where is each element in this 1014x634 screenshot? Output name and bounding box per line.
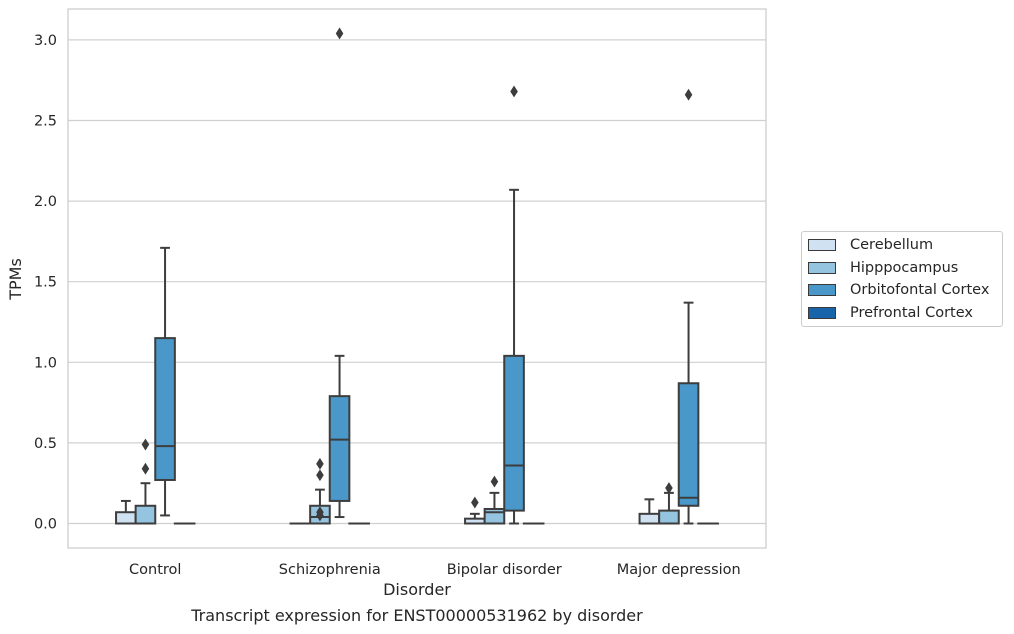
x-tick-label: Schizophrenia (279, 562, 381, 578)
legend-item-orbitofrontal-cortex: Orbitofontal Cortex (808, 281, 989, 299)
box-iqr (328, 395, 351, 502)
y-tick-label: 0.5 (34, 436, 57, 452)
box-iqr (638, 512, 661, 525)
legend-swatch (808, 284, 836, 296)
box-iqr (154, 337, 176, 481)
y-axis-ticks: 0.0 0.5 1.0 1.5 2.0 2.5 3.0 (34, 33, 57, 533)
grid-lines (68, 39, 766, 525)
box (464, 496, 486, 525)
y-tick-label: 1.0 (34, 355, 57, 371)
y-tick-label: 2.0 (34, 194, 57, 210)
legend: Cerebellum Hipppocampus Orbitofontal Cor… (801, 231, 1003, 327)
outlier-point (510, 85, 518, 98)
outlier-point (665, 482, 673, 494)
box (483, 475, 506, 525)
plot-frame (67, 8, 767, 549)
legend-item-prefrontal-cortex: Prefrontal Cortex (808, 304, 973, 322)
outlier-point (316, 506, 324, 519)
outlier-point (335, 27, 344, 40)
box-iqr (115, 511, 137, 525)
outlier-point (316, 469, 324, 482)
box (328, 27, 351, 519)
legend-swatch (808, 239, 836, 251)
box-series (115, 27, 719, 525)
outlier-point (471, 496, 479, 509)
box (309, 457, 331, 525)
box (677, 88, 700, 525)
y-tick-label: 0.0 (34, 517, 57, 533)
legend-label: Cerebellum (850, 237, 934, 253)
chart-caption: Transcript expression for ENST0000053196… (191, 606, 643, 625)
x-axis-ticks: Control Schizophrenia Bipolar disorder Majo… (129, 562, 741, 578)
legend-label: Hipppocampus (850, 260, 959, 276)
y-tick-label: 2.5 (34, 114, 57, 130)
y-axis-label: TPMs (6, 258, 25, 301)
box-iqr (483, 507, 506, 525)
box (134, 438, 157, 525)
box-iqr (677, 382, 700, 507)
box-iqr (658, 509, 680, 525)
legend-swatch (808, 307, 836, 319)
legend-label: Prefrontal Cortex (850, 305, 973, 321)
box-iqr (503, 354, 525, 512)
legend-swatch (808, 262, 836, 274)
x-tick-label: Bipolar disorder (447, 562, 562, 578)
x-tick-label: Control (129, 562, 181, 578)
legend-item-cerebellum: Cerebellum (808, 236, 933, 254)
x-tick-label: Major depression (617, 562, 741, 578)
outlier-point (141, 462, 150, 475)
y-tick-label: 1.5 (34, 275, 57, 291)
legend-label: Orbitofontal Cortex (850, 282, 990, 298)
box (658, 482, 680, 525)
outlier-point (490, 475, 499, 488)
y-tick-label: 3.0 (34, 33, 57, 49)
box (638, 498, 661, 525)
box-iqr (134, 504, 157, 525)
box (115, 499, 137, 525)
x-axis-label: Disorder (383, 580, 451, 599)
box (503, 85, 525, 525)
outlier-point (684, 88, 693, 101)
outlier-point (316, 457, 324, 470)
outlier-point (141, 438, 150, 451)
legend-item-hippocampus: Hipppocampus (808, 259, 958, 277)
box (154, 246, 176, 517)
